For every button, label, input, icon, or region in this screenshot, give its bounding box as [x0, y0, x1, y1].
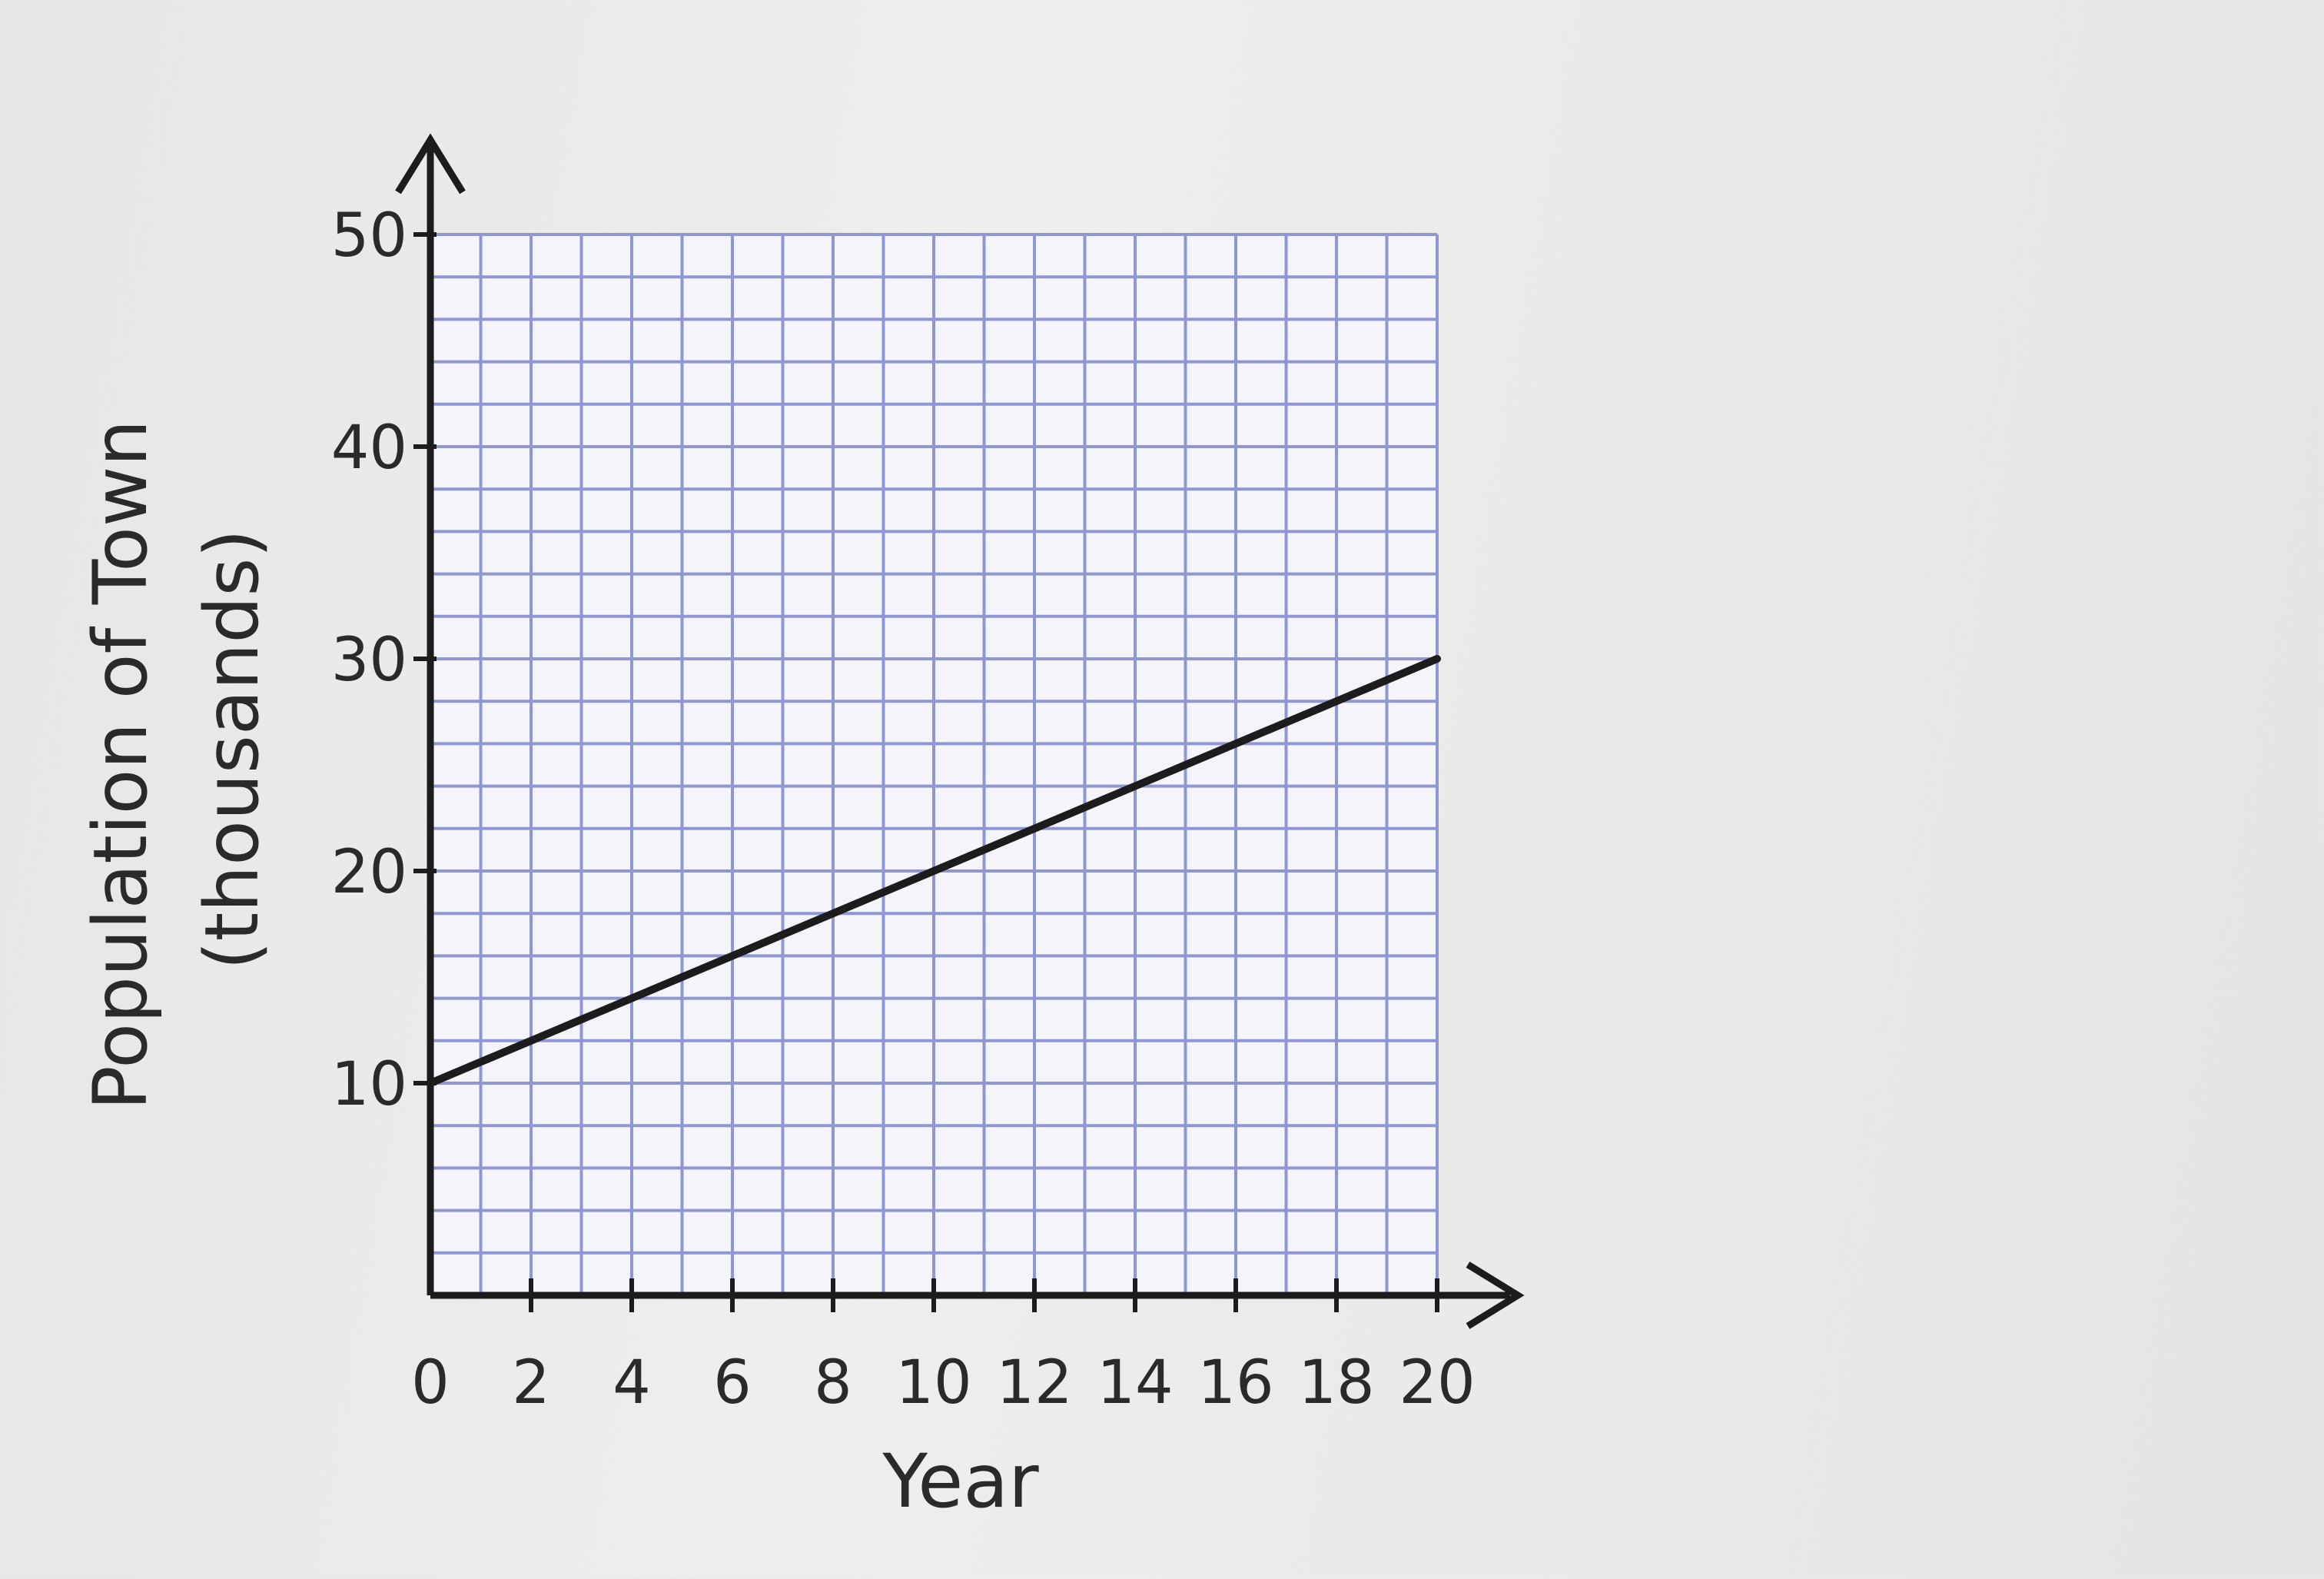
y-tick-label: 20 [331, 838, 407, 907]
y-tick-label: 30 [331, 626, 407, 695]
series-line [427, 655, 1441, 1087]
x-axis-title: Year [881, 1438, 1039, 1524]
y-tick-label: 10 [331, 1050, 407, 1119]
x-tick-label: 20 [1399, 1348, 1475, 1418]
x-tick-label: 18 [1298, 1348, 1374, 1418]
tick-labels: 0 2 4 6 8 10 12 14 16 18 20 10 20 30 40 50 [331, 201, 1476, 1418]
y-axis-arrowhead [395, 133, 466, 194]
x-tick-label: 12 [996, 1348, 1072, 1418]
x-tick-label: 10 [895, 1348, 971, 1418]
y-axis-title-line1: Population of Town [78, 420, 164, 1110]
grid-lines [429, 233, 1439, 1297]
x-tick-label: 4 [613, 1348, 651, 1418]
y-tick-label: 50 [331, 201, 407, 271]
x-tick-label: 8 [814, 1348, 852, 1418]
x-axis-arrowhead [1466, 1262, 1525, 1329]
series [427, 655, 1441, 1087]
y-axis-title-line2: (thousands) [189, 529, 275, 970]
x-tick-label: 16 [1197, 1348, 1273, 1418]
x-tick-label: 14 [1097, 1348, 1173, 1418]
x-tick-label: 2 [512, 1348, 550, 1418]
axes [395, 133, 1525, 1329]
x-tick-label: 0 [411, 1348, 450, 1418]
x-tick-label: 6 [713, 1348, 752, 1418]
y-tick-label: 40 [331, 414, 407, 483]
